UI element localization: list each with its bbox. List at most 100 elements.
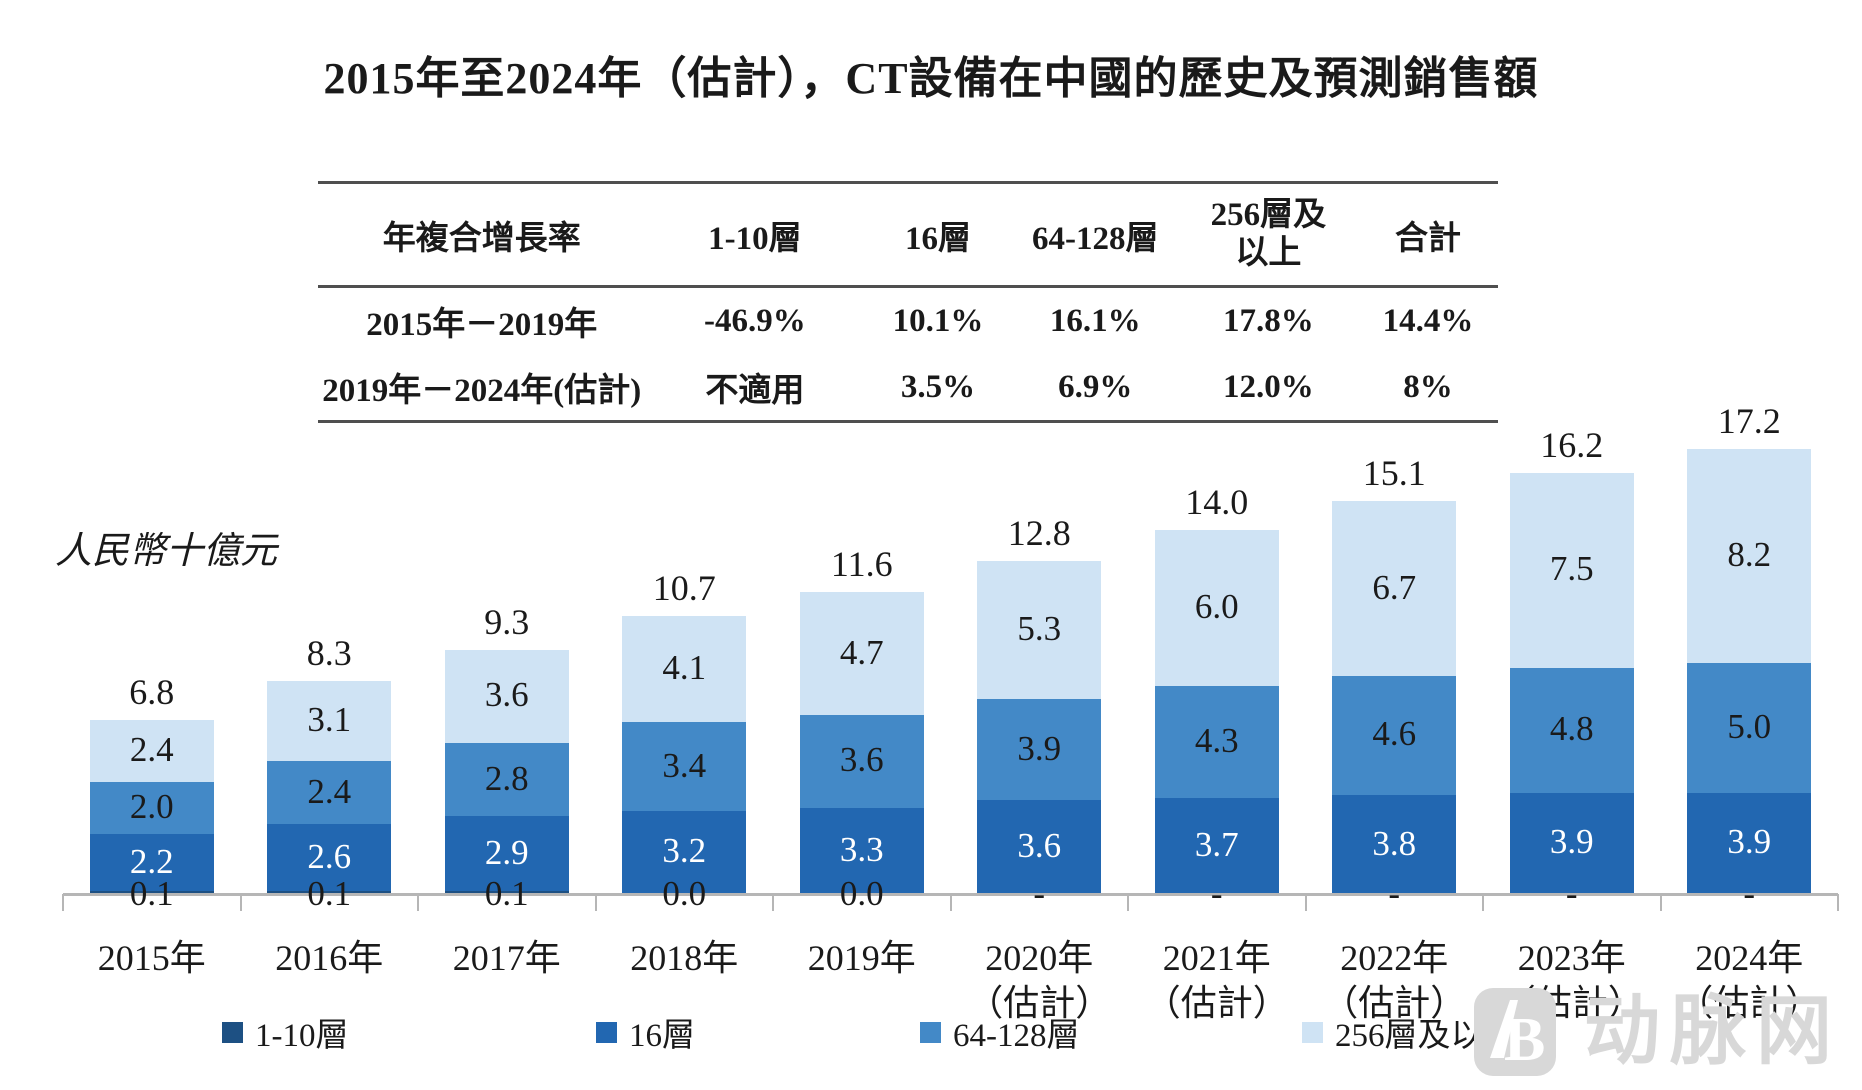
x-axis-label: 2015年 [97, 938, 206, 978]
table-row: 2015年－2019年 -46.9% 10.1% 16.1% 17.8% 14.… [318, 288, 1498, 354]
legend-swatch [222, 1021, 243, 1043]
legend-label: 1-10層 [255, 1018, 349, 1054]
bar-segment [267, 823, 392, 892]
table-cell: 17.8% [1223, 302, 1314, 339]
bar-value-label: 3.6 [1017, 826, 1062, 866]
x-axis-label: 2020年 （估計） [967, 938, 1112, 1023]
x-axis-label: 2016年 [275, 938, 384, 978]
bar-value-label: 6.7 [1372, 567, 1417, 607]
axis-tick [594, 894, 597, 911]
x-axis-label: 2017年 [452, 938, 561, 978]
bar-value-label: 2.9 [484, 832, 529, 872]
legend-swatch [596, 1021, 617, 1043]
bar-segment [1154, 686, 1279, 798]
bar-value-label: 4.8 [1549, 709, 1594, 749]
bar-segment [1509, 472, 1634, 668]
legend-swatch [1302, 1021, 1323, 1043]
table-cell: 8% [1403, 368, 1453, 405]
bar-value-label: 3.7 [1194, 824, 1239, 864]
bar-segment [89, 834, 214, 892]
bar-value-label: 4.3 [1194, 720, 1239, 760]
bar-value-label: 3.4 [662, 745, 707, 785]
vcbeat-logo-icon: B [1474, 988, 1556, 1076]
table-row-label: 2019年－2024年(估計) [322, 373, 642, 409]
bar-segment [444, 743, 569, 816]
bar-value-label: 2.6 [307, 836, 352, 876]
bar-total-label: 17.2 [1717, 401, 1781, 442]
bar-segment [1154, 797, 1279, 894]
bar-value-label: 6.0 [1194, 587, 1239, 626]
bar-value-label: 2.2 [129, 841, 174, 881]
bar-segment [799, 808, 924, 894]
bar-segment [799, 714, 924, 809]
axis-tick [949, 894, 952, 911]
bar-value-label: - [1210, 874, 1223, 913]
bar-value-label: 3.1 [307, 700, 352, 740]
bar-value-label: 4.1 [662, 648, 707, 688]
legend-item: 1-10層 [222, 1012, 349, 1054]
axis-tick [1127, 894, 1129, 911]
x-axis-label: 2019年 [807, 938, 916, 978]
table-cell: 14.4% [1382, 302, 1474, 339]
table-cell: 10.1% [892, 302, 984, 339]
legend-swatch [920, 1021, 941, 1043]
bar-value-label: 5.3 [1017, 609, 1062, 649]
bar-segment [267, 761, 392, 824]
table-header-cell: 256層及以上 [1179, 184, 1358, 285]
bar-value-label: 0.0 [662, 874, 707, 913]
bar-segment [1332, 501, 1457, 676]
bar-value-label: 2.4 [129, 730, 174, 769]
bar-total-label: 6.8 [129, 671, 175, 712]
bar-value-label: 0.1 [129, 874, 174, 913]
bar-segment [89, 891, 214, 894]
axis-tick [417, 894, 419, 911]
bar-segment [444, 891, 569, 894]
bar-total-label: 14.0 [1185, 482, 1249, 522]
bar-segment [1687, 662, 1812, 793]
bar-segment [622, 810, 747, 894]
bar-value-label: 0.1 [484, 874, 529, 913]
bar-segment [1332, 675, 1457, 796]
bar-value-label: 5.0 [1727, 706, 1772, 746]
legend-label: 64-128層 [953, 1018, 1080, 1054]
bar-segment [267, 680, 392, 762]
y-axis-unit-label: 人民幣十億元 [55, 531, 277, 572]
axis-tick [62, 894, 64, 911]
bar-segment [444, 649, 569, 744]
legend-label: 16層 [629, 1018, 695, 1054]
bar-segment [977, 699, 1102, 801]
bar-total-label: 10.7 [652, 567, 716, 608]
bar-segment [1687, 792, 1812, 894]
bar-segment [977, 561, 1102, 699]
bar-total-label: 16.2 [1540, 424, 1604, 465]
bar-value-label: - [1743, 874, 1756, 913]
bar-value-label: - [1033, 874, 1046, 913]
bar-value-label: 3.8 [1372, 823, 1417, 863]
x-axis-label: 2022年 （估計） [1322, 938, 1467, 1023]
table-header-cell: 1-10層 [708, 220, 802, 257]
bar-value-label: 3.9 [1017, 728, 1062, 768]
chart-title: 2015年至2024年（估計），CT設備在中國的歷史及預測銷售額 [323, 54, 1539, 103]
bar-segment [1509, 667, 1634, 793]
cagr-table: 年複合增長率 1-10層 16層 64-128層 256層及以上 合計 2015… [318, 181, 1498, 423]
bar-segment [1509, 792, 1634, 894]
bar-value-label: 3.2 [662, 831, 707, 871]
table-cell: -46.9% [704, 302, 806, 339]
axis-tick [239, 894, 242, 911]
table-header-cell: 年複合增長率 [382, 220, 581, 257]
watermark: B 动脉网 [1474, 986, 1842, 1078]
table-cell: 3.5% [900, 368, 976, 405]
bar-value-label: 0.1 [307, 874, 352, 913]
bar-segment [622, 615, 747, 723]
table-cell: 16.1% [1049, 302, 1141, 339]
table-cell: 不適用 [705, 373, 805, 409]
bar-total-label: 9.3 [484, 601, 530, 642]
table-row: 2019年－2024年(估計) 不適用 3.5% 6.9% 12.0% 8% [318, 354, 1498, 420]
axis-tick [1659, 894, 1662, 911]
bar-value-label: 8.2 [1727, 535, 1772, 574]
x-axis-label: 2018年 [630, 938, 739, 978]
bar-total-label: 12.8 [1007, 513, 1071, 554]
bar-segment [89, 782, 214, 835]
bar-value-label: 2.4 [307, 771, 352, 811]
